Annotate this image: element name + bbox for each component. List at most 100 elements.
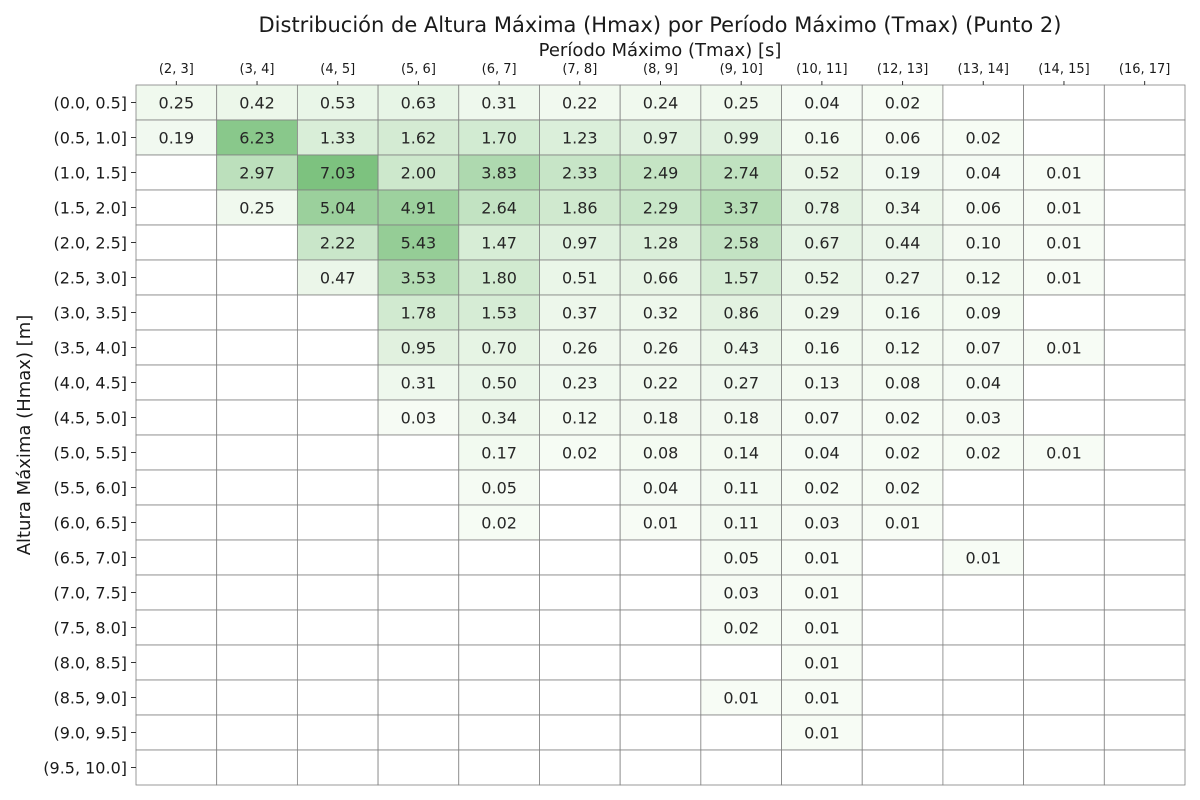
cell-value-label: 0.02 [965, 129, 1001, 148]
heatmap-cell [619, 574, 702, 611]
cell-value-label: 2.49 [643, 164, 679, 183]
cell-value-label: 0.02 [885, 409, 921, 428]
heatmap-cell [1103, 119, 1186, 156]
x-tick-label: (2, 3] [159, 62, 194, 77]
heatmap-cell [1103, 154, 1186, 191]
heatmap-cell [296, 679, 379, 716]
heatmap-cell [1103, 189, 1186, 226]
heatmap-cell [861, 364, 944, 401]
cell-value-label: 0.43 [723, 339, 759, 358]
heatmap-cell [1023, 714, 1105, 751]
cell-value-label: 0.47 [320, 269, 356, 288]
cell-value-label: 1.86 [562, 199, 598, 218]
heatmap-cell [296, 294, 379, 331]
cell-value-label: 0.04 [643, 479, 679, 498]
heatmap-cell [135, 574, 218, 611]
heatmap-cell [135, 154, 218, 191]
cell-value-label: 0.51 [562, 269, 598, 288]
x-tick-label: (16, 17] [1119, 62, 1171, 77]
cell-value-label: 0.53 [320, 94, 356, 113]
chart-title: Distribución de Altura Máxima (Hmax) por… [259, 13, 1062, 37]
heatmap-cell [619, 294, 702, 331]
heatmap-cell [377, 329, 460, 366]
heatmap-cell [377, 364, 460, 401]
heatmap-cell [1023, 539, 1105, 576]
cell-value-label: 0.78 [804, 199, 840, 218]
heatmap-cell [296, 714, 379, 751]
cell-value-label: 0.01 [804, 584, 840, 603]
cell-value-label: 0.07 [804, 409, 840, 428]
heatmap-cell [539, 609, 621, 646]
heatmap-cell [377, 469, 460, 506]
heatmap-cell [700, 469, 782, 506]
heatmap-cell [781, 119, 863, 156]
cell-value-label: 0.16 [804, 129, 840, 148]
heatmap-cell [458, 434, 540, 471]
cell-value-label: 0.26 [562, 339, 598, 358]
cell-value-label: 1.62 [401, 129, 437, 148]
heatmap-cell [781, 679, 863, 716]
cell-value-label: 0.37 [562, 304, 598, 323]
heatmap-cell [619, 644, 702, 681]
heatmap-cell [296, 364, 379, 401]
cell-value-label: 0.01 [804, 724, 840, 743]
heatmap-cell [539, 749, 621, 786]
cell-value-label: 0.63 [401, 94, 437, 113]
cell-value-label: 5.04 [320, 199, 356, 218]
cell-value-label: 0.25 [159, 94, 195, 113]
heatmap-cell [458, 224, 540, 261]
cell-value-label: 1.28 [643, 234, 679, 253]
cell-value-label: 0.12 [885, 339, 921, 358]
heatmap-cell [216, 119, 298, 156]
heatmap-cell [539, 224, 621, 261]
y-tick-label: (8.0, 8.5] [53, 654, 127, 673]
cell-value-label: 6.23 [239, 129, 275, 148]
heatmap-cell [539, 399, 621, 436]
heatmap-cell [619, 539, 702, 576]
heatmap-cell [619, 119, 702, 156]
cell-value-label: 0.02 [885, 444, 921, 463]
y-tick-label: (7.5, 8.0] [53, 619, 127, 638]
cell-value-label: 0.22 [562, 94, 598, 113]
heatmap-cell [377, 294, 460, 331]
heatmap-cell [619, 749, 702, 786]
heatmap-cell [781, 224, 863, 261]
heatmap-cells [135, 84, 1186, 786]
cell-value-label: 0.10 [965, 234, 1001, 253]
heatmap-cell [1103, 644, 1186, 681]
x-tick-label: (10, 11] [796, 62, 848, 77]
heatmap-cell [942, 749, 1025, 786]
heatmap-cell [781, 189, 863, 226]
cell-value-label: 0.01 [1046, 269, 1082, 288]
heatmap-cell [1103, 434, 1186, 471]
heatmap-cell [539, 469, 621, 506]
cell-value-label: 0.70 [481, 339, 517, 358]
heatmap-cell [216, 259, 298, 296]
heatmap-cell [1103, 329, 1186, 366]
heatmap-cell [942, 714, 1025, 751]
heatmap-cell [781, 609, 863, 646]
heatmap-cell [377, 504, 460, 541]
heatmap-cell [942, 119, 1025, 156]
heatmap-cell [942, 399, 1025, 436]
heatmap-cell [135, 399, 218, 436]
y-tick-label: (6.5, 7.0] [53, 549, 127, 568]
heatmap-cell [942, 679, 1025, 716]
heatmap-cell [861, 679, 944, 716]
heatmap-cell [216, 574, 298, 611]
heatmap-cell [700, 749, 782, 786]
x-tick-label: (5, 6] [401, 62, 436, 77]
cell-value-label: 0.02 [481, 514, 517, 533]
cell-value-label: 0.52 [804, 269, 840, 288]
heatmap-cell [296, 399, 379, 436]
heatmap-cell [942, 84, 1025, 121]
heatmap-cell [781, 539, 863, 576]
cell-value-label: 0.01 [1046, 234, 1082, 253]
y-axis-label: Altura Máxima (Hmax) [m] [14, 315, 35, 556]
heatmap-cell [135, 259, 218, 296]
heatmap-cell [942, 434, 1025, 471]
heatmap-cell [700, 364, 782, 401]
heatmap-cell [458, 609, 540, 646]
cell-value-label: 0.02 [885, 479, 921, 498]
cell-value-label: 0.05 [723, 549, 759, 568]
